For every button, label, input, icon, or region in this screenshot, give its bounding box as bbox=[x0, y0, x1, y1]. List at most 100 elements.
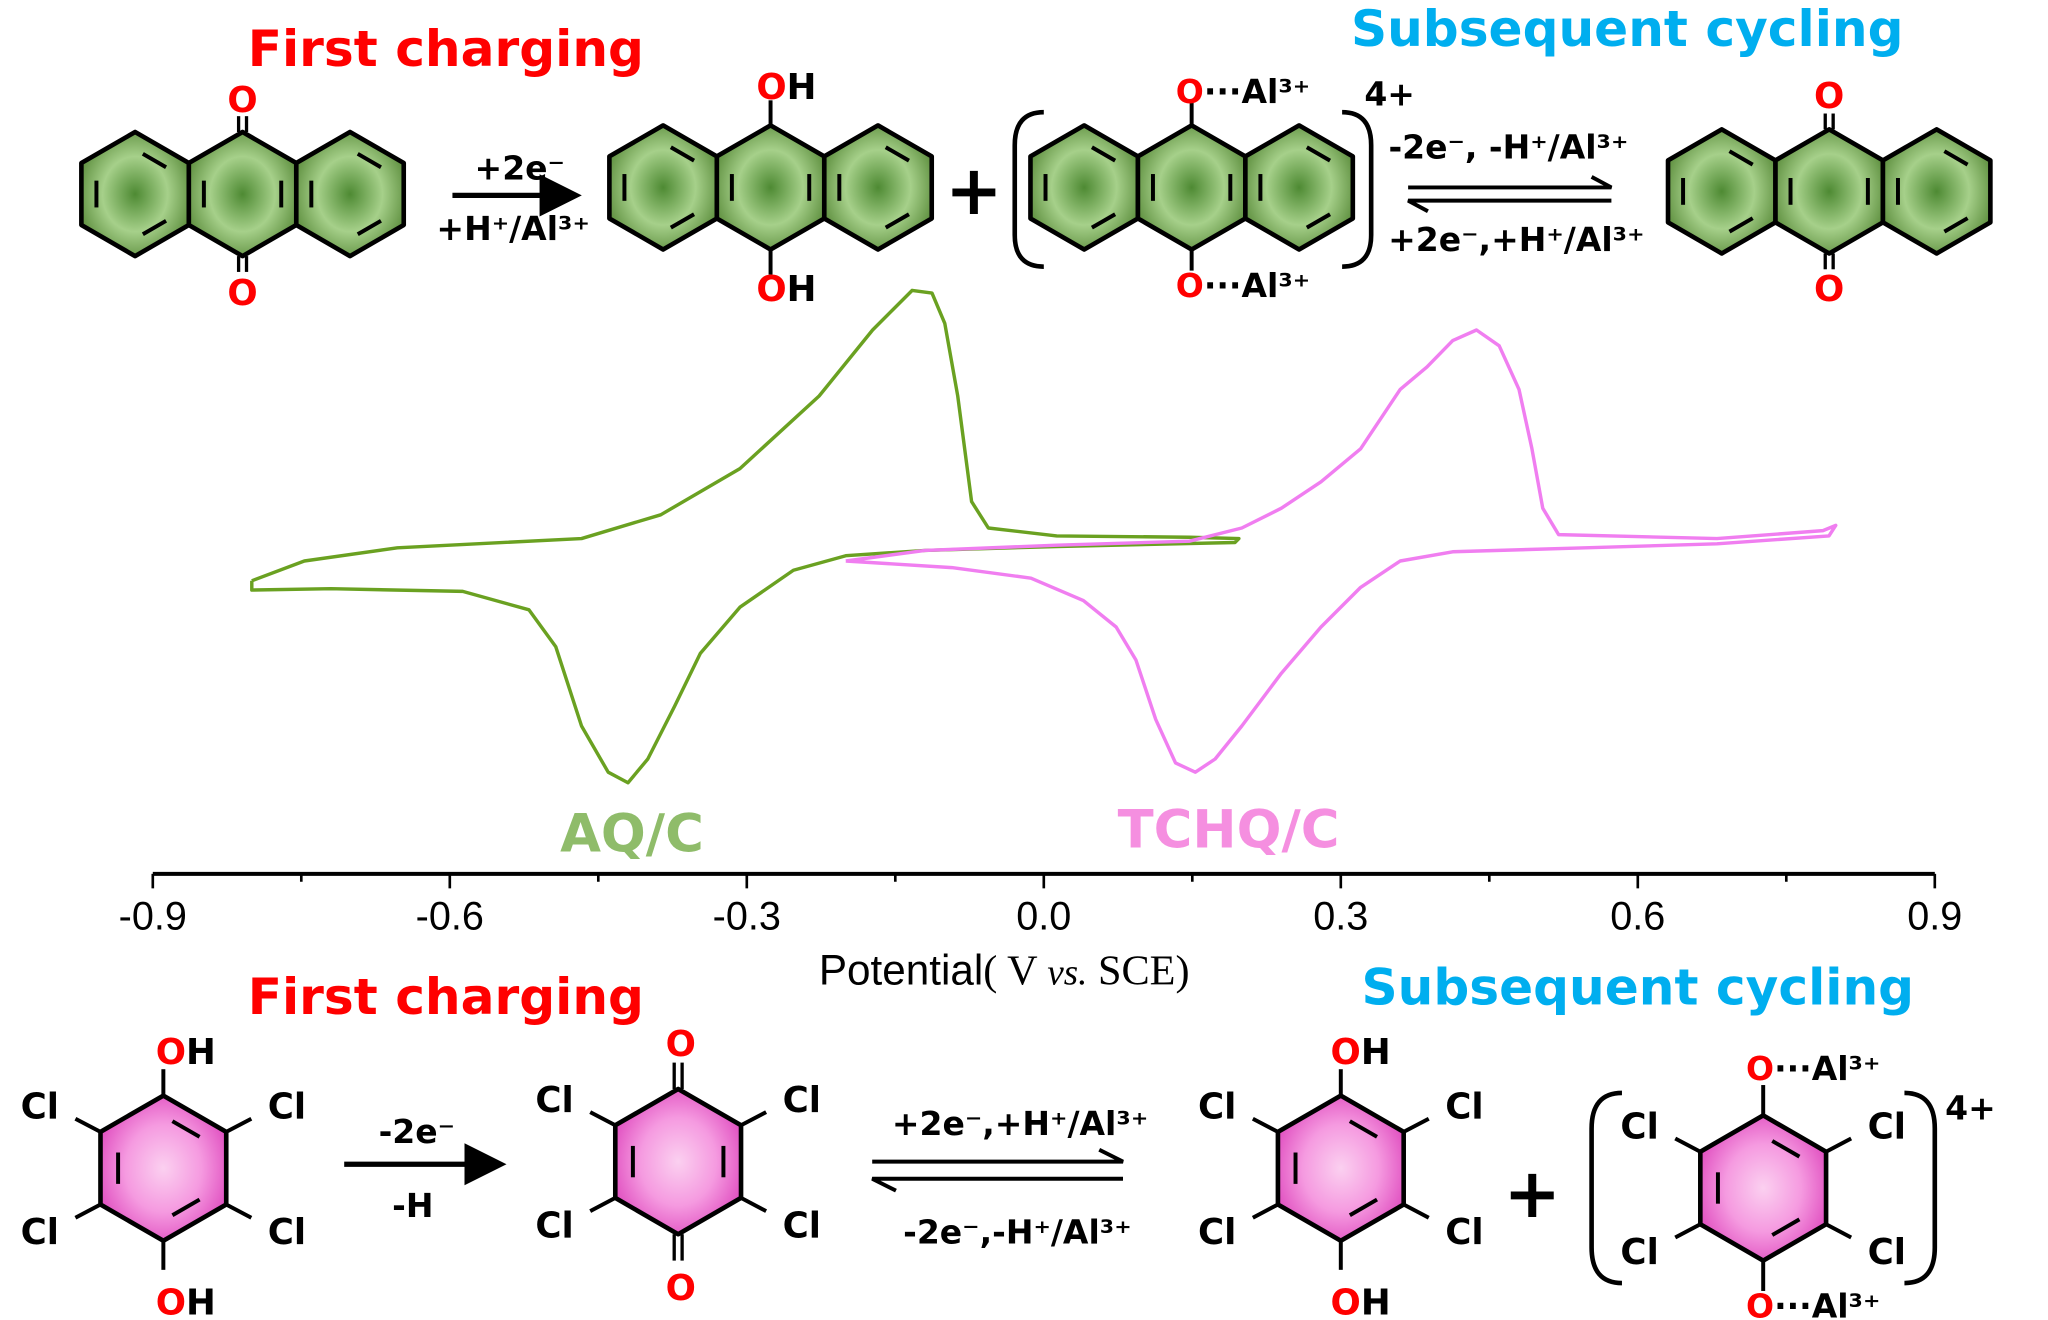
chlorine-label-part: Cl bbox=[535, 1206, 573, 1247]
right-bracket bbox=[1904, 1090, 1938, 1286]
arrow-label-bottom: -H bbox=[392, 1186, 433, 1225]
o-al-coordination-label: O···Al³⁺ bbox=[1746, 1286, 1880, 1320]
double-bond-line bbox=[356, 152, 382, 169]
complex-charge-part: 4+ bbox=[1364, 75, 1415, 114]
title-first-charging-bottom-part: First charging bbox=[248, 967, 644, 1026]
oxygen-label: O bbox=[227, 80, 257, 121]
series-label: AQ/C bbox=[560, 803, 704, 864]
chlorine-label: Cl bbox=[1445, 1212, 1483, 1253]
double-bond-line bbox=[669, 145, 696, 163]
title-subsequent-cycling-top: Subsequent cycling bbox=[1351, 0, 1904, 58]
single-bond bbox=[1825, 1136, 1853, 1154]
right-bracket bbox=[1342, 109, 1374, 269]
hydroxyl-label-part: O bbox=[756, 269, 786, 310]
hydroxyl-label-part: O bbox=[156, 1032, 186, 1073]
chlorine-label-part: Cl bbox=[1868, 1232, 1906, 1273]
o-al-coordination-label-part: O bbox=[1746, 1049, 1774, 1088]
plus-sign: + bbox=[1503, 1154, 1561, 1234]
benzene-ring bbox=[1275, 1093, 1406, 1244]
hydroxyl-label-part: O bbox=[1331, 1283, 1361, 1320]
o-al-coordination-label: O···Al³⁺ bbox=[1176, 72, 1310, 111]
equilibrium-label-bottom-part: -2e⁻,-H⁺/Al³⁺ bbox=[903, 1212, 1132, 1251]
o-al-coordination-label-part: ···Al³⁺ bbox=[1204, 72, 1310, 111]
hydroxyl-label: OH bbox=[1331, 1283, 1391, 1320]
single-bond bbox=[225, 1202, 253, 1220]
single-bond bbox=[1251, 1116, 1279, 1134]
chlorine-label-part: Cl bbox=[21, 1087, 59, 1128]
oxygen-label-part: O bbox=[1814, 76, 1844, 117]
o-al-coordination-label: O···Al³⁺ bbox=[1176, 266, 1310, 305]
o-al-coordination-label-part: ···Al³⁺ bbox=[1774, 1049, 1880, 1088]
chlorine-label-part: Cl bbox=[1445, 1087, 1483, 1128]
x-tick-label: -0.9 bbox=[119, 894, 187, 938]
hydroxyl-label: OH bbox=[756, 67, 816, 108]
hydroxyl-label-part: H bbox=[186, 1032, 216, 1073]
double-bond-line bbox=[1728, 216, 1754, 234]
arrow-label-top: -2e⁻ bbox=[379, 1112, 455, 1151]
double-bond-line bbox=[1771, 1217, 1801, 1237]
double-bond-line bbox=[1348, 1197, 1379, 1217]
chlorine-label: Cl bbox=[268, 1212, 306, 1253]
double-bond-line bbox=[141, 152, 168, 169]
oxygen-label: O bbox=[227, 273, 257, 314]
chlorine-label: Cl bbox=[1868, 1107, 1906, 1148]
benzene-ring bbox=[1880, 127, 1993, 256]
chlorine-label-part: Cl bbox=[21, 1212, 59, 1253]
hydroxyl-label: OH bbox=[1331, 1032, 1391, 1073]
chlorine-label: Cl bbox=[1198, 1212, 1236, 1253]
benzene-ring bbox=[293, 129, 407, 259]
hydroxyl-label: OH bbox=[156, 1032, 216, 1073]
single-bond bbox=[225, 1116, 253, 1134]
benzene-ring bbox=[1698, 1113, 1829, 1263]
benzene-ring bbox=[186, 129, 299, 259]
chlorine-label-part: Cl bbox=[1868, 1107, 1906, 1148]
chlorine-label: Cl bbox=[783, 1206, 821, 1247]
chlorine-label: Cl bbox=[1868, 1232, 1906, 1273]
single-bond bbox=[74, 1116, 102, 1134]
chlorine-label-part: Cl bbox=[1198, 1212, 1236, 1253]
benzene-ring bbox=[714, 123, 827, 252]
double-bond-line bbox=[884, 145, 910, 163]
equilibrium-label-bottom-part: +2e⁻,+H⁺/Al³⁺ bbox=[1388, 220, 1644, 259]
hydroxyl-label-part: O bbox=[1331, 1032, 1361, 1073]
benzene-ring bbox=[1135, 123, 1248, 252]
chlorine-label-part: Cl bbox=[268, 1087, 306, 1128]
chlorine-label: Cl bbox=[535, 1080, 573, 1121]
equilibrium-label-top-part: +2e⁻,+H⁺/Al³⁺ bbox=[892, 1104, 1148, 1143]
x-tick-label: -0.6 bbox=[416, 894, 484, 938]
x-axis-label-part: ( V bbox=[983, 948, 1047, 995]
chlorine-label-part: Cl bbox=[1198, 1087, 1236, 1128]
equilibrium-arrow-forward bbox=[1408, 175, 1613, 190]
arrow-label-top: +2e⁻ bbox=[475, 149, 565, 188]
chlorine-label-part: Cl bbox=[1620, 1107, 1658, 1148]
single-bond bbox=[589, 1110, 617, 1128]
hydroxyl-label-part: H bbox=[186, 1283, 216, 1320]
double-bond-line bbox=[1943, 216, 1969, 234]
oxygen-label-part: O bbox=[666, 1268, 696, 1309]
double-bond-line bbox=[171, 1119, 201, 1139]
o-al-coordination-label: O···Al³⁺ bbox=[1746, 1049, 1880, 1088]
benzene-ring bbox=[1773, 127, 1886, 256]
hydroxyl-label-part: H bbox=[787, 269, 817, 310]
equilibrium-arrow-reverse bbox=[871, 1176, 1123, 1193]
x-axis-label-part: SCE) bbox=[1087, 948, 1189, 995]
oxygen-label-part: O bbox=[1814, 269, 1844, 310]
complex-charge-part: 4+ bbox=[1945, 1088, 1996, 1127]
chlorine-label: Cl bbox=[1620, 1107, 1658, 1148]
double-bond-line bbox=[171, 1197, 201, 1217]
ring-outline bbox=[612, 1086, 744, 1237]
oxygen-label-part: O bbox=[227, 80, 257, 121]
chlorine-label: Cl bbox=[1620, 1232, 1658, 1273]
double-bond-line bbox=[1348, 1119, 1379, 1139]
double-bond-line bbox=[141, 219, 168, 236]
plus-sign: + bbox=[945, 151, 1003, 231]
hydroxyl-label-part: O bbox=[756, 67, 786, 108]
title-first-charging-top-part: First charging bbox=[248, 19, 644, 78]
benzene-ring bbox=[79, 129, 192, 259]
arrow-label-top-part: +2e⁻ bbox=[475, 149, 565, 188]
single-bond bbox=[1674, 1222, 1702, 1240]
single-bond bbox=[1402, 1202, 1430, 1220]
arrow-label-bottom: +H⁺/Al³⁺ bbox=[436, 209, 589, 248]
x-axis-label: Potential( V vs. SCE) bbox=[819, 947, 1190, 995]
cv-curves: AQ/C TCHQ/C bbox=[250, 288, 1838, 864]
